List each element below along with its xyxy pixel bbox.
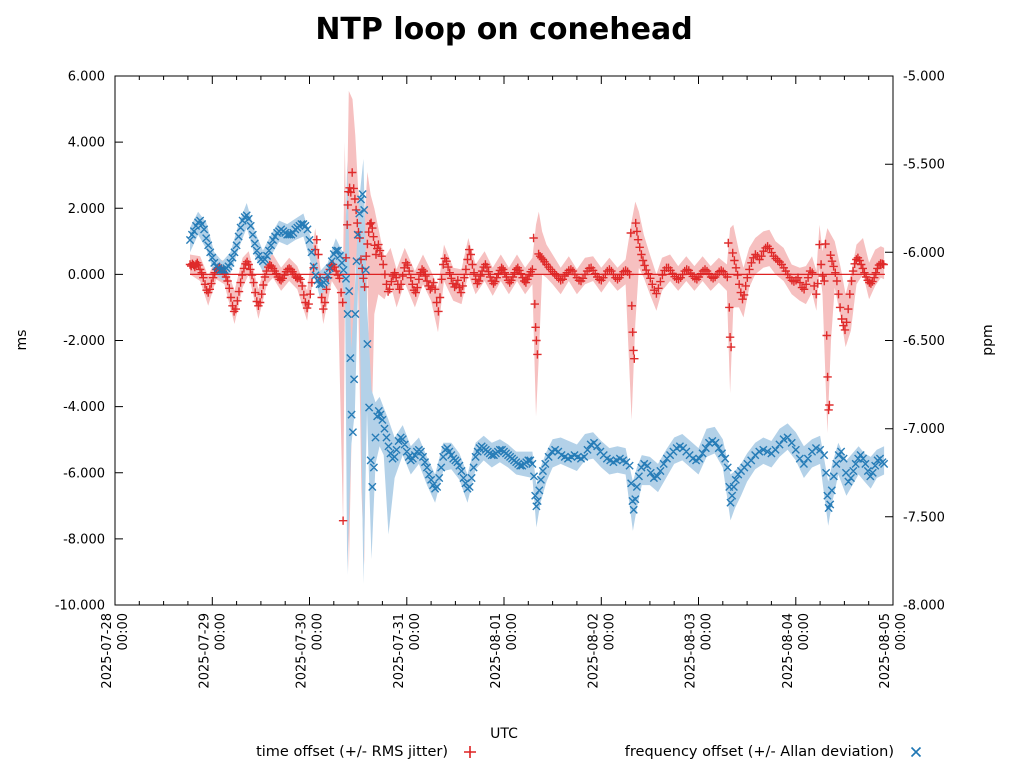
x-tick-label: 2025-07-29 00:00 [197,613,228,689]
page-title: NTP loop on conehead [315,12,693,47]
legend-item-frequency-offset: frequency offset (+/- Allan deviation) [625,744,924,760]
x-tick-date: 2025-08-02 [586,613,601,689]
y-left-tick-label: -4.000 [63,400,105,415]
y-right-tick-label: -7.500 [903,510,945,525]
axis-ticks [114,75,894,606]
y-axis-right-unit-label: ppm [980,324,996,356]
y-right-tick-label: -6.000 [903,246,945,261]
x-tick-date: 2025-07-28 [100,613,115,689]
y-right-tick-label: -8.000 [903,599,945,614]
y-left-tick-label: 4.000 [68,136,105,151]
x-tick-time: 00:00 [408,613,423,650]
x-tick-date: 2025-08-03 [684,613,699,689]
y-left-tick-label: 2.000 [68,202,105,217]
y-right-tick-label: -5.000 [903,70,945,85]
x-tick-date: 2025-07-29 [197,613,212,689]
x-tick-date: 2025-07-31 [392,613,407,689]
x-tick-label: 2025-07-30 00:00 [295,613,326,689]
x-tick-time: 00:00 [505,613,520,650]
y-right-tick-label: -7.000 [903,422,945,437]
x-tick-label: 2025-08-05 00:00 [878,613,909,689]
y-left-tick-label: -10.000 [55,599,105,614]
x-tick-time: 00:00 [213,613,228,650]
legend-label-time-offset: time offset (+/- RMS jitter) [256,744,448,760]
y-left-tick-label: -6.000 [63,466,105,481]
cross-marker-icon [910,746,922,758]
plot-border [114,75,894,606]
y-axis-left-unit-label: ms [14,329,30,351]
y-right-tick-label: -6.500 [903,334,945,349]
y-left-tick-label: -2.000 [63,334,105,349]
x-axis-unit-label: UTC [490,726,518,742]
x-tick-label: 2025-07-28 00:00 [100,613,131,689]
x-tick-date: 2025-07-30 [295,613,310,689]
x-tick-date: 2025-08-01 [489,613,504,689]
x-tick-time: 00:00 [311,613,326,650]
plus-marker-icon [464,746,476,758]
legend-label-frequency-offset: frequency offset (+/- Allan deviation) [624,744,894,760]
y-left-tick-label: 0.000 [68,268,105,283]
x-tick-date: 2025-08-04 [781,613,796,689]
x-tick-label: 2025-08-01 00:00 [489,613,520,689]
x-tick-time: 00:00 [894,613,909,650]
legend-item-time-offset: time offset (+/- RMS jitter) [256,744,478,760]
time-offset-points [185,168,888,525]
x-tick-time: 00:00 [602,613,617,650]
x-tick-time: 00:00 [700,613,715,650]
frequency-offset-points [185,190,889,514]
y-left-tick-label: 6.000 [68,70,105,85]
y-right-tick-label: -5.500 [903,158,945,173]
x-tick-label: 2025-08-04 00:00 [781,613,812,689]
x-tick-time: 00:00 [116,613,131,650]
x-tick-label: 2025-07-31 00:00 [392,613,423,689]
allan-deviation-band [190,158,885,584]
x-tick-date: 2025-08-05 [878,613,893,689]
x-tick-time: 00:00 [797,613,812,650]
y-left-tick-label: -8.000 [63,532,105,547]
x-tick-label: 2025-08-02 00:00 [586,613,617,689]
x-tick-label: 2025-08-03 00:00 [684,613,715,689]
